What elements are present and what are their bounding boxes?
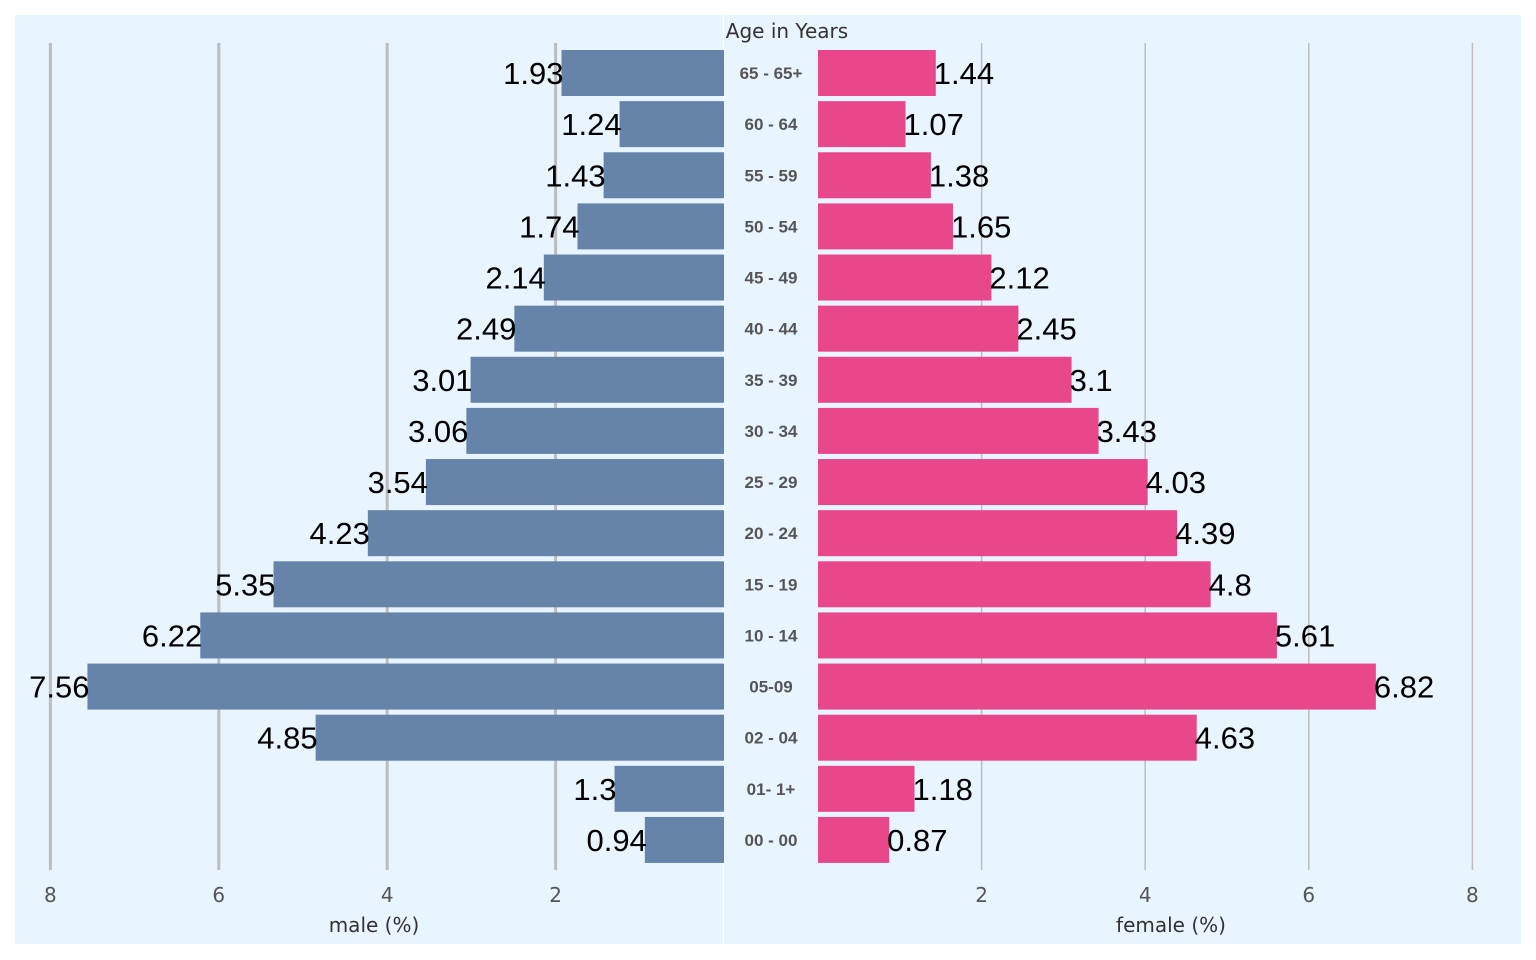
male-bar-0 [561, 50, 724, 96]
female-value-label-10: 4.8 [1209, 567, 1252, 602]
age-group-label-12: 05-09 [749, 678, 792, 697]
male-bar-9 [367, 510, 724, 557]
male-value-label-0: 1.93 [503, 56, 563, 91]
male-value-label-14: 1.3 [573, 772, 616, 807]
age-group-label-15: 00 - 00 [745, 831, 798, 850]
female-value-label-3: 1.65 [951, 209, 1011, 244]
female-value-label-1: 1.07 [904, 107, 964, 142]
male-bar-7 [466, 407, 724, 454]
female-bar-6 [818, 356, 1072, 403]
female-bar-8 [818, 459, 1148, 506]
female-bar-10 [818, 561, 1211, 608]
age-group-label-10: 15 - 19 [745, 575, 798, 594]
age-group-label-5: 40 - 44 [745, 320, 798, 339]
male-value-label-13: 4.85 [257, 721, 317, 756]
female-value-label-7: 3.43 [1097, 414, 1157, 449]
male-value-label-1: 1.24 [561, 107, 621, 142]
female-value-label-9: 4.39 [1175, 516, 1235, 551]
female-tick-label-2: 2 [975, 883, 988, 907]
female-bar-5 [818, 305, 1019, 352]
male-axis-title: male (%) [329, 913, 420, 937]
female-bar-13 [818, 714, 1197, 761]
male-tick-label-6: 6 [212, 883, 225, 907]
male-bar-12 [87, 663, 724, 710]
female-tick-label-6: 6 [1302, 883, 1315, 907]
male-bar-11 [200, 612, 724, 659]
male-tick-label-4: 4 [381, 883, 394, 907]
female-value-label-15: 0.87 [887, 823, 947, 858]
chart-title: Age in Years [726, 19, 848, 43]
female-value-label-0: 1.44 [934, 56, 994, 91]
age-group-label-14: 01- 1+ [747, 780, 796, 799]
age-group-label-4: 45 - 49 [745, 269, 798, 288]
female-bar-11 [818, 612, 1277, 659]
male-bar-8 [425, 459, 724, 506]
female-tick-label-4: 4 [1139, 883, 1152, 907]
female-bar-1 [818, 101, 906, 148]
female-bar-15 [818, 816, 890, 863]
female-value-label-4: 2.12 [989, 261, 1049, 296]
male-tick-label-8: 8 [44, 883, 57, 907]
female-bar-7 [818, 407, 1099, 454]
female-value-label-12: 6.82 [1374, 670, 1434, 705]
age-group-label-13: 02 - 04 [745, 729, 798, 748]
male-value-label-8: 3.54 [368, 465, 428, 500]
male-value-label-12: 7.56 [29, 670, 89, 705]
male-value-label-7: 3.06 [408, 414, 468, 449]
female-tick-label-8: 8 [1466, 883, 1479, 907]
male-bar-1 [619, 101, 724, 148]
female-value-label-13: 4.63 [1195, 721, 1255, 756]
male-value-label-9: 4.23 [309, 516, 369, 551]
male-bar-15 [644, 816, 724, 863]
male-value-label-3: 1.74 [519, 209, 579, 244]
male-value-label-11: 6.22 [142, 618, 202, 653]
male-bar-3 [577, 203, 724, 250]
female-value-label-14: 1.18 [913, 772, 973, 807]
female-bar-12 [818, 663, 1376, 710]
female-bar-0 [818, 50, 936, 96]
male-bar-2 [603, 152, 724, 199]
female-bar-14 [818, 765, 915, 812]
female-value-label-11: 5.61 [1275, 618, 1335, 653]
male-value-label-5: 2.49 [456, 312, 516, 347]
female-bar-2 [818, 152, 931, 199]
female-value-label-5: 2.45 [1016, 312, 1076, 347]
male-tick-label-2: 2 [549, 883, 562, 907]
male-value-label-15: 0.94 [587, 823, 647, 858]
male-value-label-10: 5.35 [215, 567, 275, 602]
age-group-label-6: 35 - 39 [745, 371, 798, 390]
age-group-label-2: 55 - 59 [745, 166, 798, 185]
male-value-label-6: 3.01 [412, 363, 472, 398]
female-bar-3 [818, 203, 953, 250]
female-value-label-2: 1.38 [929, 158, 989, 193]
male-bar-6 [470, 356, 724, 403]
female-value-label-8: 4.03 [1146, 465, 1206, 500]
labels: 8 6 4 2 2 4 6 8 1.93 1.44 65 - 65+ 1.24 1.07 60 - 64 1… [29, 56, 1479, 907]
male-bar-13 [315, 714, 724, 761]
male-bar-4 [543, 254, 724, 301]
age-group-label-9: 20 - 24 [745, 524, 798, 543]
age-group-label-0: 65 - 65+ [740, 64, 803, 83]
age-group-label-11: 10 - 14 [745, 626, 798, 645]
age-group-label-1: 60 - 64 [745, 115, 798, 134]
male-value-label-2: 1.43 [545, 158, 605, 193]
male-bar-14 [614, 765, 724, 812]
male-bar-5 [514, 305, 724, 352]
age-group-label-7: 30 - 34 [745, 422, 798, 441]
female-bar-9 [818, 510, 1178, 557]
age-group-label-3: 50 - 54 [745, 217, 798, 236]
bars [87, 50, 1376, 863]
female-bar-4 [818, 254, 992, 301]
age-group-label-8: 25 - 29 [745, 473, 798, 492]
male-value-label-4: 2.14 [485, 261, 545, 296]
female-axis-title: female (%) [1116, 913, 1226, 937]
female-value-label-6: 3.1 [1070, 363, 1113, 398]
male-bar-10 [273, 561, 724, 608]
